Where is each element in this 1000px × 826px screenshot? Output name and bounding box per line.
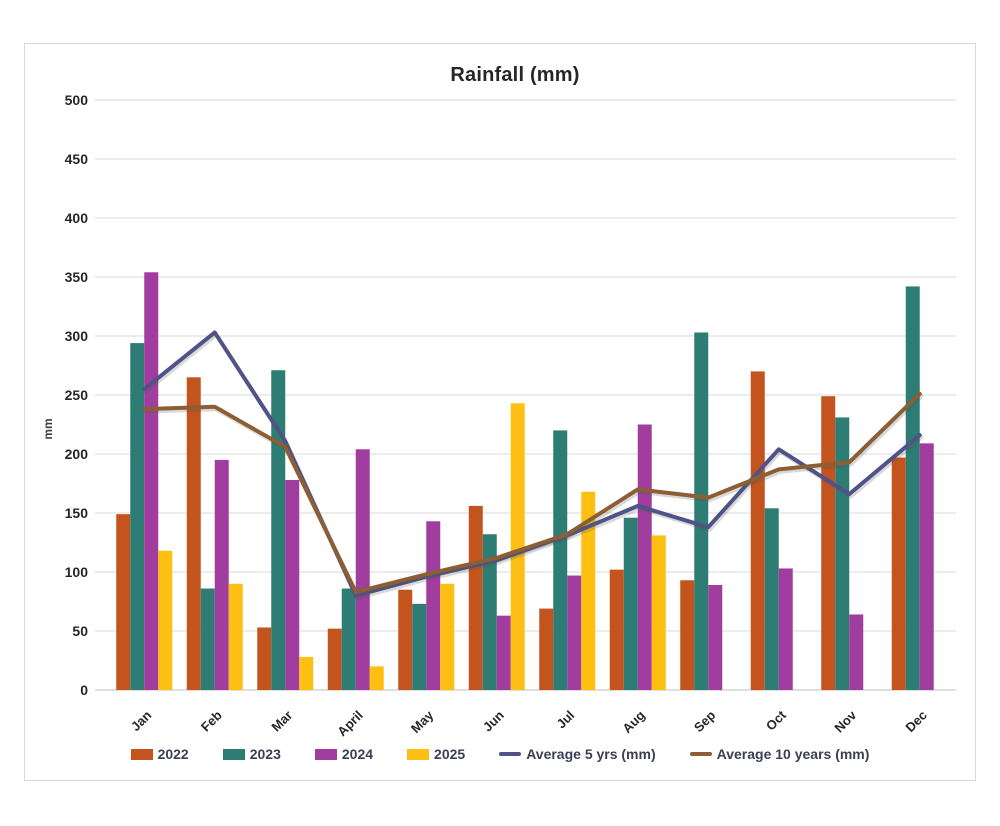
bar-2023-April[interactable]: [341, 588, 356, 690]
bar-2023-Nov[interactable]: [835, 417, 850, 690]
legend-swatch-2025: [407, 748, 430, 760]
legend-label-2024: 2024: [341, 746, 374, 762]
bar-2023-Aug[interactable]: [623, 517, 638, 690]
y-tick-label-350: 350: [65, 269, 89, 285]
bar-2024-Dec[interactable]: [919, 443, 934, 690]
y-tick-label-400: 400: [65, 210, 89, 226]
bar-2022-Nov[interactable]: [821, 396, 836, 690]
bar-2024-Jan[interactable]: [144, 272, 159, 690]
y-tick-label-100: 100: [65, 564, 89, 580]
bar-2022-May[interactable]: [398, 589, 413, 690]
x-label-Feb: Feb: [198, 707, 225, 734]
y-tick-label-200: 200: [65, 446, 89, 462]
legend-item-2022[interactable]: 2022: [130, 746, 189, 762]
bar-2023-Oct[interactable]: [764, 508, 779, 690]
bar-2022-Jul[interactable]: [539, 608, 554, 690]
line-Average 5 yrs (mm)[interactable]: [142, 330, 922, 598]
legend-item-2024[interactable]: 2024: [314, 746, 374, 762]
bar-2022-Dec[interactable]: [891, 457, 906, 690]
y-tick-label-250: 250: [65, 387, 89, 403]
x-label-Dec: Dec: [902, 708, 929, 735]
bar-2023-Sep[interactable]: [694, 332, 709, 690]
bar-2024-Mar[interactable]: [285, 479, 300, 690]
bar-2022-Jan[interactable]: [116, 514, 131, 690]
bar-2025-Feb[interactable]: [228, 583, 243, 690]
bar-2025-Jul[interactable]: [581, 491, 596, 690]
x-label-Sep: Sep: [691, 707, 719, 735]
chart-title: Rainfall (mm): [450, 64, 580, 86]
bar-2025-Jan[interactable]: [158, 550, 173, 690]
bar-2024-Sep[interactable]: [708, 584, 723, 690]
legend-swatch-2024: [314, 748, 337, 760]
y-tick-label-450: 450: [65, 151, 89, 167]
x-label-Jan: Jan: [128, 707, 154, 733]
bar-2024-Oct[interactable]: [778, 568, 793, 690]
bar-2022-April[interactable]: [327, 628, 342, 690]
bar-2024-May[interactable]: [426, 521, 441, 690]
y-tick-label-150: 150: [65, 505, 89, 521]
bar-2022-Mar[interactable]: [257, 627, 272, 690]
legend-item-Average 10 years (mm)[interactable]: Average 10 years (mm): [689, 746, 870, 762]
x-label-Aug: Aug: [619, 707, 648, 736]
y-tick-label-0: 0: [80, 682, 88, 698]
legend-line-swatch-Average 10 years (mm): [689, 752, 712, 756]
legend-item-2023[interactable]: 2023: [222, 746, 281, 762]
y-tick-label-500: 500: [65, 92, 89, 108]
bar-2022-Aug[interactable]: [609, 569, 624, 690]
legend-line-swatch-Average 5 yrs (mm): [499, 752, 522, 756]
x-label-May: May: [408, 707, 437, 736]
bar-2023-Jun[interactable]: [482, 534, 497, 690]
legend-label-2022: 2022: [157, 746, 189, 762]
legend-item-2025[interactable]: 2025: [407, 746, 465, 762]
bar-2025-Mar[interactable]: [299, 656, 314, 690]
bar-2025-Jun[interactable]: [510, 403, 525, 690]
bar-2024-April[interactable]: [355, 449, 370, 690]
bar-2024-Jun[interactable]: [496, 615, 511, 690]
bar-2023-Dec[interactable]: [905, 286, 920, 690]
bar-2025-May[interactable]: [440, 583, 455, 690]
y-tick-label-50: 50: [72, 623, 88, 639]
legend-swatch-2022: [130, 748, 153, 760]
bar-2022-Sep[interactable]: [680, 580, 695, 690]
line-Average 10 years (mm)[interactable]: [142, 391, 922, 595]
x-label-April: April: [334, 708, 366, 740]
bar-2023-Mar[interactable]: [271, 370, 286, 690]
x-label-Mar: Mar: [268, 708, 295, 735]
bar-2024-Jul[interactable]: [567, 575, 582, 690]
legend-item-Average 5 yrs (mm)[interactable]: Average 5 yrs (mm): [499, 746, 656, 762]
y-tick-label-300: 300: [65, 328, 89, 344]
bar-2023-Jul[interactable]: [553, 430, 568, 690]
bar-2022-Oct[interactable]: [750, 371, 765, 690]
legend-label-Average 5 yrs (mm): Average 5 yrs (mm): [526, 746, 656, 762]
bar-2022-Jun[interactable]: [468, 505, 483, 690]
bar-2024-Feb[interactable]: [214, 459, 229, 690]
legend: 2022 2023 2024 2025 Average 5 yrs (mm) Averag…: [24, 746, 976, 762]
bar-2023-Jan[interactable]: [130, 343, 145, 690]
legend-label-Average 10 years (mm): Average 10 years (mm): [716, 746, 870, 762]
bar-2023-May[interactable]: [412, 603, 427, 690]
x-label-Nov: Nov: [831, 707, 860, 736]
bar-2022-Feb[interactable]: [186, 377, 201, 690]
line-shadow-Average 10 years (mm): [143, 394, 924, 597]
bar-2024-Nov[interactable]: [849, 614, 864, 690]
bar-2025-Aug[interactable]: [651, 535, 666, 690]
legend-label-2023: 2023: [249, 746, 281, 762]
bar-2023-Feb[interactable]: [200, 588, 215, 690]
x-label-Oct: Oct: [763, 707, 789, 733]
legend-label-2025: 2025: [434, 746, 466, 762]
x-label-Jul: Jul: [553, 708, 577, 732]
x-label-Jun: Jun: [480, 707, 507, 734]
bar-2025-April[interactable]: [369, 666, 384, 690]
bar-2024-Aug[interactable]: [637, 424, 652, 691]
legend-swatch-2023: [222, 748, 245, 760]
